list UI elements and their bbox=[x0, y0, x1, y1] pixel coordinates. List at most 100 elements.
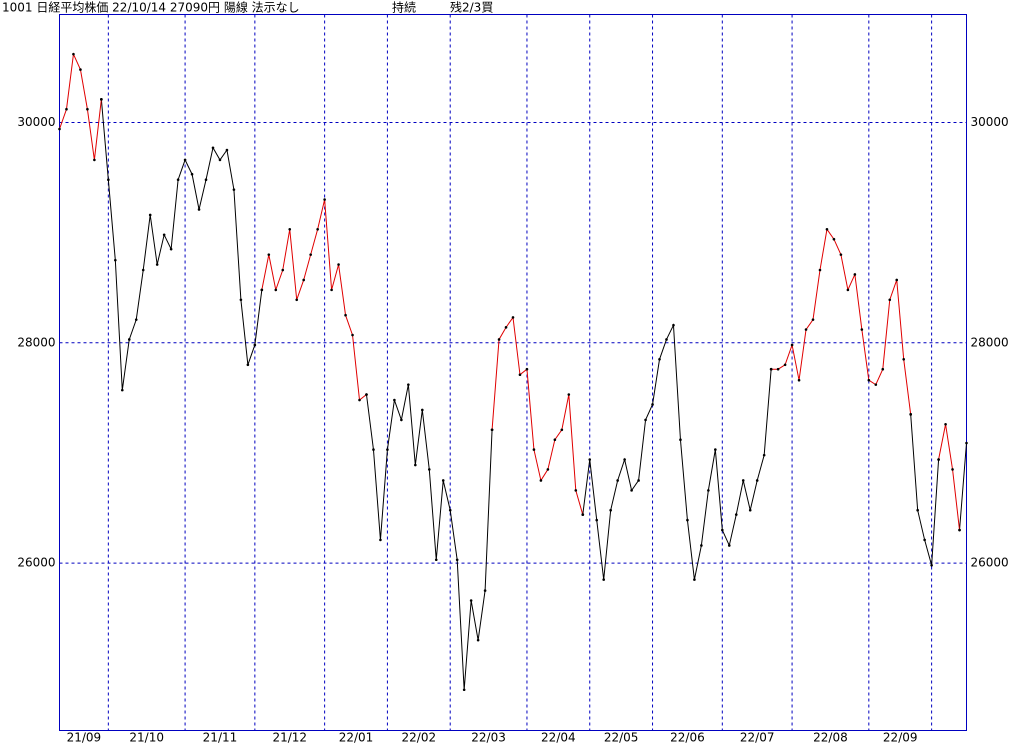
price-point bbox=[434, 558, 438, 562]
price-point bbox=[232, 188, 236, 191]
price-point bbox=[58, 127, 61, 131]
price-point bbox=[162, 233, 166, 237]
price-point bbox=[365, 393, 368, 396]
price-point bbox=[804, 328, 808, 331]
price-point bbox=[100, 98, 103, 101]
price-point bbox=[448, 508, 452, 512]
price-point bbox=[134, 318, 138, 321]
price-point bbox=[183, 158, 187, 162]
price-point bbox=[141, 268, 145, 272]
price-point bbox=[944, 422, 947, 426]
price-point bbox=[441, 479, 445, 482]
price-point bbox=[337, 263, 340, 266]
price-point bbox=[818, 268, 822, 272]
plot-frame bbox=[59, 14, 967, 731]
price-point bbox=[783, 363, 787, 367]
price-point bbox=[797, 378, 801, 382]
price-point bbox=[344, 313, 347, 317]
price-point bbox=[846, 288, 850, 292]
price-point bbox=[169, 247, 173, 251]
price-point bbox=[107, 178, 110, 182]
x-tick-label: 22/06 bbox=[670, 731, 705, 745]
price-point bbox=[581, 513, 585, 516]
price-point bbox=[734, 513, 738, 516]
price-point bbox=[790, 343, 794, 347]
price-point bbox=[79, 68, 82, 71]
price-point bbox=[595, 518, 599, 522]
price-point bbox=[644, 418, 647, 422]
price-point bbox=[909, 413, 912, 416]
x-tick-label: 21/10 bbox=[129, 731, 164, 745]
price-point bbox=[414, 463, 417, 467]
price-point bbox=[700, 544, 703, 547]
price-point bbox=[965, 441, 968, 445]
price-point bbox=[483, 589, 487, 592]
price-point bbox=[755, 479, 759, 482]
price-point bbox=[937, 458, 940, 461]
price-point bbox=[358, 398, 361, 402]
price-point bbox=[386, 448, 389, 451]
price-point bbox=[469, 599, 473, 602]
price-point bbox=[930, 563, 933, 567]
price-point bbox=[427, 468, 431, 471]
price-point bbox=[155, 263, 159, 266]
price-point bbox=[525, 367, 529, 371]
x-tick-label: 22/03 bbox=[471, 731, 506, 745]
price-point bbox=[490, 428, 494, 432]
price-point bbox=[951, 468, 954, 471]
price-point bbox=[588, 458, 592, 461]
price-point bbox=[693, 578, 696, 581]
chart-title: 1001 日経平均株価 22/10/14 27090円 陽線 法示なし bbox=[2, 0, 300, 15]
price-point bbox=[539, 479, 543, 482]
price-point bbox=[218, 158, 222, 162]
price-point bbox=[665, 338, 668, 341]
price-point bbox=[176, 178, 180, 182]
x-tick-label: 21/11 bbox=[203, 731, 238, 745]
price-point bbox=[679, 438, 682, 441]
x-tick-label: 21/12 bbox=[272, 731, 307, 745]
y-tick-label: 28000 bbox=[17, 335, 55, 349]
price-point bbox=[916, 508, 919, 512]
y-tick-label-right: 28000 bbox=[971, 335, 1009, 349]
price-point bbox=[86, 107, 89, 111]
price-point bbox=[623, 458, 626, 461]
y-tick-label-right: 26000 bbox=[971, 556, 1009, 570]
price-point bbox=[65, 107, 68, 111]
price-point bbox=[616, 479, 619, 482]
price-point bbox=[114, 258, 117, 262]
price-point bbox=[127, 338, 131, 341]
x-tick-label: 22/04 bbox=[541, 731, 576, 745]
y-tick-label: 30000 bbox=[17, 115, 55, 129]
price-point bbox=[637, 479, 640, 482]
price-point bbox=[532, 448, 536, 451]
price-point bbox=[748, 508, 752, 512]
price-point bbox=[93, 158, 96, 162]
price-point bbox=[860, 328, 864, 331]
price-point bbox=[672, 323, 675, 327]
x-tick-label: 22/07 bbox=[740, 731, 775, 745]
price-point bbox=[148, 213, 152, 217]
price-point bbox=[400, 418, 403, 422]
price-point bbox=[274, 288, 278, 292]
price-point bbox=[602, 578, 605, 581]
price-point bbox=[267, 253, 271, 256]
price-point bbox=[281, 268, 285, 272]
price-point bbox=[776, 367, 780, 371]
x-tick-label: 22/05 bbox=[604, 731, 639, 745]
price-point bbox=[707, 489, 710, 492]
price-point bbox=[762, 453, 766, 457]
price-point bbox=[832, 237, 836, 241]
price-point bbox=[958, 528, 961, 532]
price-point bbox=[204, 178, 208, 182]
price-point bbox=[190, 172, 194, 176]
price-point bbox=[407, 383, 410, 386]
price-point bbox=[288, 228, 292, 231]
price-point bbox=[393, 398, 396, 402]
price-point bbox=[902, 357, 906, 361]
price-point bbox=[295, 298, 299, 302]
price-point bbox=[302, 278, 305, 282]
price-point bbox=[120, 388, 124, 392]
price-point bbox=[567, 393, 571, 396]
price-point bbox=[560, 428, 564, 432]
